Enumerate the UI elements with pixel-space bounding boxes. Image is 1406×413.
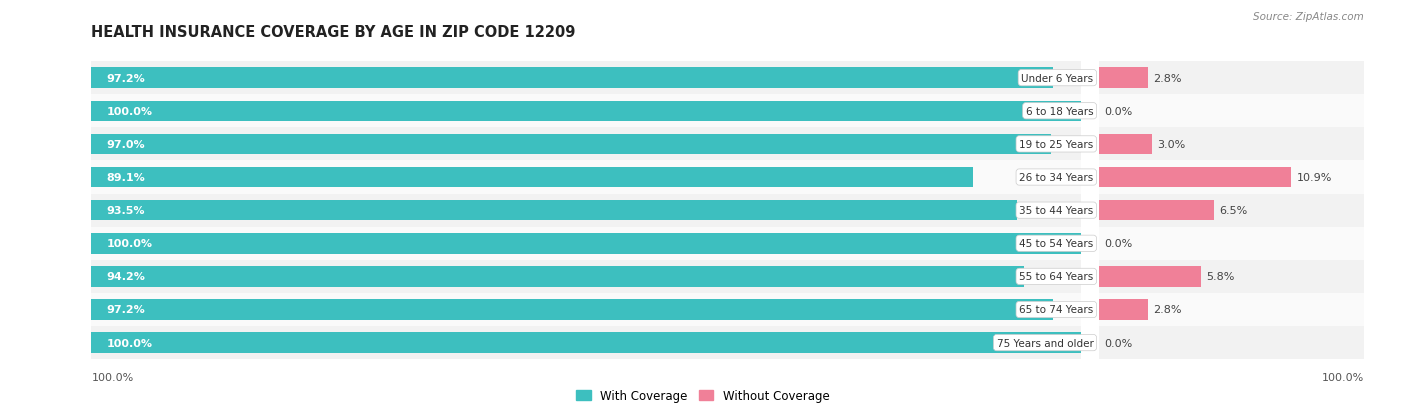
Bar xyxy=(1098,200,1213,221)
Text: Under 6 Years: Under 6 Years xyxy=(1021,74,1094,83)
Bar xyxy=(91,293,1081,326)
Bar xyxy=(1098,128,1364,161)
Bar xyxy=(1098,326,1364,359)
Text: 65 to 74 Years: 65 to 74 Years xyxy=(1019,305,1094,315)
Bar xyxy=(91,194,1081,227)
Bar xyxy=(91,101,1081,122)
Text: HEALTH INSURANCE COVERAGE BY AGE IN ZIP CODE 12209: HEALTH INSURANCE COVERAGE BY AGE IN ZIP … xyxy=(91,25,576,40)
Bar xyxy=(1098,260,1364,293)
Text: 94.2%: 94.2% xyxy=(107,272,145,282)
Text: 100.0%: 100.0% xyxy=(91,372,134,382)
Text: 0.0%: 0.0% xyxy=(1104,239,1132,249)
Text: 35 to 44 Years: 35 to 44 Years xyxy=(1019,206,1094,216)
Bar xyxy=(91,266,1024,287)
Bar xyxy=(91,233,1081,254)
Text: 100.0%: 100.0% xyxy=(107,107,152,116)
Text: 0.0%: 0.0% xyxy=(1104,338,1132,348)
Text: 100.0%: 100.0% xyxy=(107,338,152,348)
Text: 93.5%: 93.5% xyxy=(107,206,145,216)
Bar xyxy=(91,95,1081,128)
Text: 2.8%: 2.8% xyxy=(1153,305,1182,315)
Bar xyxy=(91,167,973,188)
Bar xyxy=(91,68,1053,89)
Text: 2.8%: 2.8% xyxy=(1153,74,1182,83)
Text: 55 to 64 Years: 55 to 64 Years xyxy=(1019,272,1094,282)
Text: 97.0%: 97.0% xyxy=(107,140,145,150)
Bar xyxy=(91,134,1052,155)
Text: 6 to 18 Years: 6 to 18 Years xyxy=(1026,107,1094,116)
Bar xyxy=(91,62,1081,95)
Bar xyxy=(1098,68,1149,89)
Text: 19 to 25 Years: 19 to 25 Years xyxy=(1019,140,1094,150)
Bar xyxy=(1098,134,1152,155)
Bar xyxy=(91,200,1017,221)
Text: 97.2%: 97.2% xyxy=(107,305,145,315)
Bar xyxy=(1098,299,1149,320)
Text: 10.9%: 10.9% xyxy=(1296,173,1331,183)
Bar xyxy=(1098,62,1364,95)
Text: 100.0%: 100.0% xyxy=(1322,372,1364,382)
Bar xyxy=(1098,266,1201,287)
Bar xyxy=(91,227,1081,260)
Bar xyxy=(91,161,1081,194)
Text: 5.8%: 5.8% xyxy=(1206,272,1234,282)
Bar xyxy=(1098,227,1364,260)
Bar xyxy=(1098,194,1364,227)
Bar xyxy=(1098,293,1364,326)
Text: 100.0%: 100.0% xyxy=(107,239,152,249)
Text: 75 Years and older: 75 Years and older xyxy=(997,338,1094,348)
Text: 97.2%: 97.2% xyxy=(107,74,145,83)
Bar xyxy=(91,260,1081,293)
Bar xyxy=(1098,167,1291,188)
Text: 3.0%: 3.0% xyxy=(1157,140,1185,150)
Bar xyxy=(91,299,1053,320)
Bar xyxy=(1098,161,1364,194)
Bar xyxy=(91,332,1081,353)
Text: 89.1%: 89.1% xyxy=(107,173,145,183)
Legend: With Coverage, Without Coverage: With Coverage, Without Coverage xyxy=(572,385,834,407)
Text: 6.5%: 6.5% xyxy=(1219,206,1247,216)
Text: Source: ZipAtlas.com: Source: ZipAtlas.com xyxy=(1253,12,1364,22)
Bar xyxy=(1098,95,1364,128)
Bar xyxy=(91,326,1081,359)
Text: 0.0%: 0.0% xyxy=(1104,107,1132,116)
Bar xyxy=(91,128,1081,161)
Text: 45 to 54 Years: 45 to 54 Years xyxy=(1019,239,1094,249)
Text: 26 to 34 Years: 26 to 34 Years xyxy=(1019,173,1094,183)
